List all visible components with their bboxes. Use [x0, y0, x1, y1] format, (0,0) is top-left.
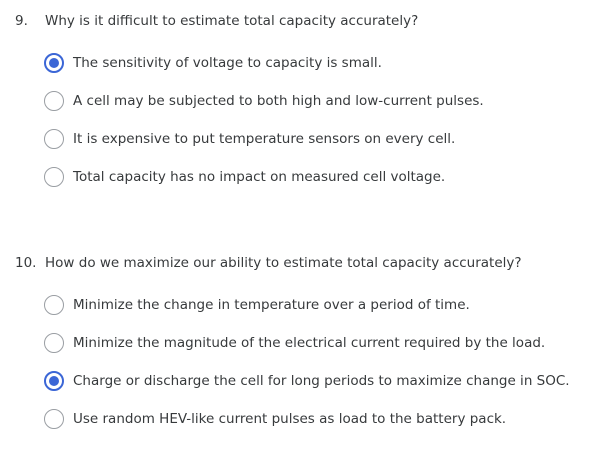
answer-label: Charge or discharge the cell for long pe… — [73, 373, 570, 389]
answer-option[interactable]: A cell may be subjected to both high and… — [44, 90, 584, 112]
radio-button[interactable] — [44, 295, 64, 315]
answer-label: Use random HEV-like current pulses as lo… — [73, 411, 507, 427]
question-number: 9. — [15, 13, 28, 29]
question-text: Why is it difficult to estimate total ca… — [45, 13, 419, 29]
question-number: 10. — [15, 255, 37, 271]
question-header: 9. Why is it difficult to estimate total… — [0, 11, 598, 31]
answer-label: Total capacity has no impact on measured… — [73, 169, 446, 185]
answer-label: A cell may be subjected to both high and… — [73, 93, 484, 109]
radio-button[interactable] — [44, 333, 64, 353]
answer-label: The sensitivity of voltage to capacity i… — [73, 55, 382, 71]
answer-option[interactable]: Total capacity has no impact on measured… — [44, 166, 584, 188]
answer-label: It is expensive to put temperature senso… — [73, 131, 456, 147]
answer-option[interactable]: Minimize the magnitude of the electrical… — [44, 332, 584, 354]
answer-label: Minimize the change in temperature over … — [73, 297, 470, 313]
radio-button[interactable] — [44, 167, 64, 187]
answer-option[interactable]: Minimize the change in temperature over … — [44, 294, 584, 316]
answer-option[interactable]: Use random HEV-like current pulses as lo… — [44, 408, 584, 430]
radio-dot-icon — [49, 376, 59, 386]
radio-button[interactable] — [44, 409, 64, 429]
question-text: How do we maximize our ability to estima… — [45, 255, 522, 271]
question-header: 10. How do we maximize our ability to es… — [0, 253, 598, 273]
radio-button[interactable] — [44, 371, 64, 391]
radio-button[interactable] — [44, 53, 64, 73]
radio-button[interactable] — [44, 129, 64, 149]
radio-dot-icon — [49, 58, 59, 68]
answer-option[interactable]: The sensitivity of voltage to capacity i… — [44, 52, 584, 74]
answer-label: Minimize the magnitude of the electrical… — [73, 335, 546, 351]
radio-button[interactable] — [44, 91, 64, 111]
answer-option[interactable]: Charge or discharge the cell for long pe… — [44, 370, 584, 392]
answer-option[interactable]: It is expensive to put temperature senso… — [44, 128, 584, 150]
